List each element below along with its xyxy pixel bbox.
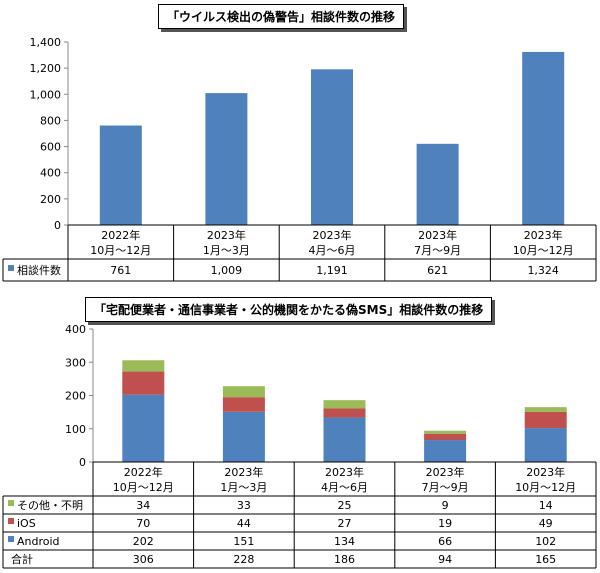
chart1-x-tick-label-year: 2023年 <box>207 228 246 242</box>
chart2-data-label: 202 <box>133 535 154 548</box>
chart2-x-tick-label-year: 2023年 <box>224 465 263 479</box>
chart2-x-tick-label-period: 10月～12月 <box>113 481 174 494</box>
chart2-bar-Android-1 <box>222 411 265 462</box>
chart2-bar-other-3 <box>424 430 467 434</box>
chart2-bar-other-1 <box>222 386 265 398</box>
chart1-title: 「ウイルス検出の偽警告」相談件数の推移 <box>158 4 405 29</box>
chart1-bar-value-1 <box>205 93 248 225</box>
chart2-bar-iOS-4 <box>524 411 567 429</box>
chart2-data-label: 151 <box>233 535 254 548</box>
chart1-y-tick-label: 1,400 <box>30 36 62 49</box>
chart1-data-label: 761 <box>110 264 131 277</box>
chart2-data-label: 70 <box>136 517 150 530</box>
chart2-bar-iOS-0 <box>122 371 165 395</box>
chart2-legend-key <box>8 518 14 524</box>
chart2-data-label: 134 <box>334 535 355 548</box>
chart1-bar-value-3 <box>416 143 459 225</box>
chart2-data-label: 9 <box>442 499 449 512</box>
chart1-x-tick-label-period: 7月～9月 <box>414 244 461 257</box>
chart2-y-tick-label: 300 <box>65 356 86 369</box>
chart1-y-tick-label: 600 <box>40 141 61 154</box>
chart1-y-tick-label: 1,000 <box>30 88 62 101</box>
chart2-y-tick-label: 400 <box>65 323 86 336</box>
chart1-x-tick-label-period: 10月～12月 <box>90 244 151 257</box>
chart1-y-tick-label: 400 <box>40 167 61 180</box>
chart2-data-label: 49 <box>539 517 553 530</box>
chart2-bar-Android-3 <box>424 440 467 462</box>
chart1-bar-value-2 <box>311 69 353 226</box>
chart2-title: 「宅配便業者・通信事業者・公的機関をかたる偽SMS」相談件数の推移 <box>85 297 493 322</box>
chart2-bar-Android-4 <box>524 428 567 462</box>
chart2-bar-iOS-1 <box>222 397 265 412</box>
chart1-x-tick-label-year: 2023年 <box>418 228 457 242</box>
chart1-data-label: 1,009 <box>211 264 243 277</box>
chart2-y-tick-label: 100 <box>65 423 86 436</box>
chart1-y-tick-label: 1,200 <box>30 62 62 75</box>
chart2-bar-other-2 <box>323 400 366 409</box>
chart2-legend-key <box>8 500 14 506</box>
chart2-x-tick-label-period: 10月～12月 <box>515 481 576 494</box>
chart2-data-label: 186 <box>334 553 355 566</box>
chart2-y-tick-label: 0 <box>79 456 86 469</box>
chart2-x-tick-label-year: 2022年 <box>124 465 163 479</box>
chart1-y-tick-label: 200 <box>40 193 61 206</box>
chart2-data-label: 44 <box>237 517 251 530</box>
chart2-bar-other-0 <box>122 360 165 372</box>
chart2-x-tick-label-year: 2023年 <box>526 465 565 479</box>
chart1-data-label: 1,324 <box>527 264 559 277</box>
chart2-legend-label: 合計 <box>11 552 33 566</box>
chart2-data-label: 102 <box>535 535 556 548</box>
chart1-x-tick-label-year: 2022年 <box>101 228 140 242</box>
chart2-bar-Android-2 <box>323 417 366 462</box>
chart1-y-tick-label: 800 <box>40 114 61 127</box>
chart2-data-label: 25 <box>338 499 352 512</box>
chart1-legend-key <box>8 265 14 271</box>
chart2-bar-other-4 <box>524 407 567 412</box>
chart1-x-tick-label-period: 4月～6月 <box>309 244 356 257</box>
chart2-x-tick-label-year: 2023年 <box>325 465 364 479</box>
chart2-data-label: 94 <box>438 553 452 566</box>
chart1-y-tick-label: 0 <box>54 219 61 232</box>
chart1-data-label: 621 <box>427 264 448 277</box>
chart2-legend-label: Android <box>17 535 60 548</box>
chart2-legend-key <box>8 536 14 542</box>
chart2-bar-iOS-2 <box>323 408 366 418</box>
chart2-data-label: 27 <box>338 517 352 530</box>
chart1-x-tick-label-year: 2023年 <box>524 228 563 242</box>
chart1-data-label: 1,191 <box>316 264 348 277</box>
chart2-legend-label: その他・不明 <box>17 499 83 512</box>
chart2-data-label: 228 <box>233 553 254 566</box>
chart2-bar-iOS-3 <box>424 433 467 441</box>
chart1-legend-label: 相談件数 <box>17 263 61 277</box>
chart2-data-label: 19 <box>438 517 452 530</box>
chart2-x-tick-label-period: 4月～6月 <box>321 481 368 494</box>
chart2-y-tick-label: 200 <box>65 390 86 403</box>
chart2-data-label: 33 <box>237 499 251 512</box>
chart2-x-tick-label-period: 7月～9月 <box>422 481 469 494</box>
chart1-bar-value-0 <box>99 125 142 225</box>
chart2-data-label: 66 <box>438 535 452 548</box>
chart2-data-label: 306 <box>133 553 154 566</box>
chart2-data-label: 34 <box>136 499 150 512</box>
chart2-x-tick-label-year: 2023年 <box>426 465 465 479</box>
chart1-x-tick-label-year: 2023年 <box>313 228 352 242</box>
chart2-bar-Android-0 <box>122 394 165 462</box>
chart2-data-label: 14 <box>539 499 553 512</box>
chart2-x-tick-label-period: 1月～3月 <box>220 481 267 494</box>
chart2-legend-label: iOS <box>17 517 36 530</box>
chart2-data-label: 165 <box>535 553 556 566</box>
chart1-x-tick-label-period: 10月～12月 <box>513 244 574 257</box>
chart1-bar-value-4 <box>522 51 565 226</box>
chart1-x-tick-label-period: 1月～3月 <box>203 244 250 257</box>
